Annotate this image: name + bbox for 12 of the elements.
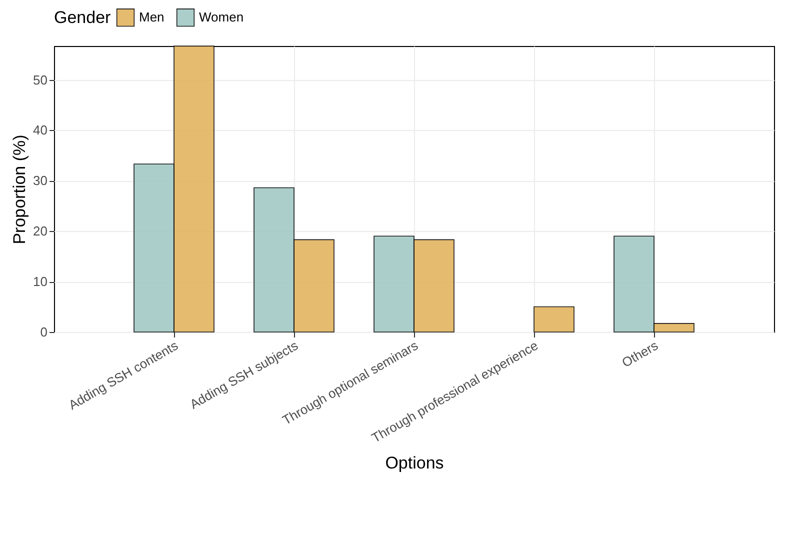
y-tick-label: 0	[40, 324, 48, 340]
y-axis-title: Proportion (%)	[10, 134, 30, 244]
legend-title: Gender	[54, 8, 112, 27]
y-tick-label: 10	[33, 274, 48, 290]
y-tick-label: 30	[33, 173, 48, 188]
y-tick-label: 20	[33, 224, 48, 239]
x-axis-title: Options	[385, 453, 444, 472]
y-tick-label: 50	[33, 72, 48, 88]
bar	[534, 306, 574, 332]
legend-label: Women	[199, 10, 244, 25]
y-tick-label: 40	[33, 122, 48, 138]
legend-label: Men	[139, 10, 164, 25]
